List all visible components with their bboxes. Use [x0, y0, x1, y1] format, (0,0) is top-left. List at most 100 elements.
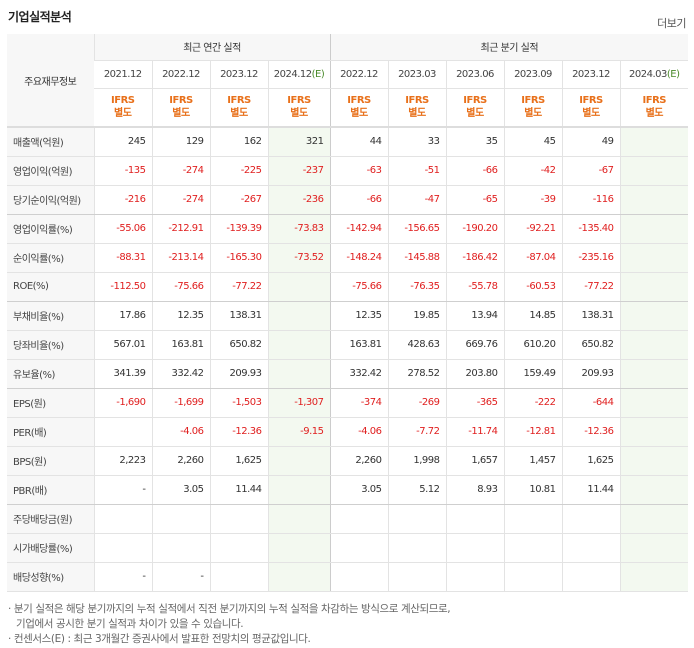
table-cell	[151, 533, 210, 563]
table-cell: -156.65	[387, 214, 446, 244]
table-cell: -75.66	[329, 272, 388, 302]
table-cell: 669.76	[445, 330, 504, 360]
period-label: 2023.06	[456, 68, 494, 80]
table-row: 영업이익(억원) -135 -274 -225 -237 -63 -51 -66 -42 -67	[7, 156, 689, 186]
table-row: BPS(원) 2,223 2,260 1,625 2,260 1,998 1,657 1,45…	[7, 446, 689, 476]
table-cell: -145.88	[387, 243, 446, 273]
table-cell	[209, 533, 268, 563]
row-label: 배당성향(%)	[7, 562, 94, 592]
table-cell	[619, 214, 689, 244]
table-cell: -112.50	[93, 272, 152, 302]
table-cell	[329, 504, 388, 534]
estimate-mark: (E)	[666, 68, 680, 80]
table-cell: 650.82	[561, 330, 620, 360]
table-cell: 1,457	[503, 446, 562, 476]
table-cell: 650.82	[209, 330, 268, 360]
ifrs-label: IFRS	[642, 95, 667, 107]
ifrs-header: IFRS 별도	[561, 88, 620, 128]
table-cell: -216	[93, 185, 152, 215]
table-cell: -75.66	[151, 272, 210, 302]
table-cell	[209, 504, 268, 534]
table-cell: -139.39	[209, 214, 268, 244]
table-cell: -76.35	[387, 272, 446, 302]
ifrs-header: IFRS 별도	[445, 88, 504, 128]
table-cell	[619, 156, 689, 186]
table-cell: 11.44	[561, 475, 620, 505]
period-label: 2023.12	[220, 68, 258, 80]
table-cell	[445, 562, 504, 592]
row-label: BPS(원)	[7, 446, 94, 476]
row-label: 유보율(%)	[7, 359, 94, 389]
ifrs-header: IFRS 별도	[387, 88, 446, 128]
row-label: 당기순이익(억원)	[7, 185, 94, 215]
separate-label: 별도	[350, 108, 368, 120]
separate-label: 별도	[582, 108, 600, 120]
table-cell	[445, 533, 504, 563]
table-cell	[619, 417, 689, 447]
table-cell: 332.42	[329, 359, 388, 389]
table-cell	[503, 562, 562, 592]
table-cell: 12.35	[329, 301, 388, 331]
table-cell	[387, 562, 446, 592]
table-cell: -225	[209, 156, 268, 186]
separate-label: 별도	[290, 108, 308, 120]
table-row: 매출액(억원) 245 129 162 321 44 33 35 45 49	[7, 127, 689, 157]
table-cell: 49	[561, 127, 620, 157]
separate-label: 별도	[230, 108, 248, 120]
table-cell: -	[151, 562, 210, 592]
footnote-quarter: · 분기 실적은 해당 분기까지의 누적 실적에서 직전 분기까지의 누적 실적…	[8, 603, 451, 615]
period-header: 2023.09	[503, 60, 562, 89]
table-cell	[387, 533, 446, 563]
table-cell: -212.91	[151, 214, 210, 244]
table-cell: 12.35	[151, 301, 210, 331]
table-cell: 428.63	[387, 330, 446, 360]
table-cell	[561, 533, 620, 563]
table-cell: -60.53	[503, 272, 562, 302]
table-cell: 245	[93, 127, 152, 157]
table-cell: -365	[445, 388, 504, 418]
row-label: 부채비율(%)	[7, 301, 94, 331]
table-cell	[445, 504, 504, 534]
row-label: PER(배)	[7, 417, 94, 447]
table-row: 부채비율(%) 17.86 12.35 138.31 12.35 19.85 13.94 14…	[7, 301, 689, 331]
table-cell: 159.49	[503, 359, 562, 389]
table-cell: -222	[503, 388, 562, 418]
table-cell	[267, 446, 330, 476]
table-row: 주당배당금(원)	[7, 504, 689, 534]
table-cell	[151, 504, 210, 534]
table-row: 유보율(%) 341.39 332.42 209.93 332.42 278.52 203.…	[7, 359, 689, 389]
table-cell: -190.20	[445, 214, 504, 244]
table-cell: 278.52	[387, 359, 446, 389]
row-label: 주당배당금(원)	[7, 504, 94, 534]
table-cell: 44	[329, 127, 388, 157]
table-cell: 209.93	[561, 359, 620, 389]
table-cell: 138.31	[209, 301, 268, 331]
ifrs-header: IFRS 별도	[503, 88, 562, 128]
table-cell: -66	[329, 185, 388, 215]
more-link[interactable]: 더보기	[657, 17, 686, 30]
row-label: 매출액(억원)	[7, 127, 94, 157]
table-cell: -135.40	[561, 214, 620, 244]
separate-label: 별도	[645, 108, 664, 120]
period-label: 2022.12	[162, 68, 200, 80]
table-cell	[93, 504, 152, 534]
table-cell: 567.01	[93, 330, 152, 360]
table-cell: -55.78	[445, 272, 504, 302]
table-cell	[267, 301, 330, 331]
table-cell: 19.85	[387, 301, 446, 331]
table-cell	[619, 185, 689, 215]
ifrs-header: IFRS 별도	[329, 88, 388, 128]
table-cell	[267, 272, 330, 302]
ifrs-label: IFRS	[463, 95, 487, 107]
table-cell	[267, 475, 330, 505]
table-cell: 35	[445, 127, 504, 157]
table-cell: -12.36	[209, 417, 268, 447]
table-cell: -55.06	[93, 214, 152, 244]
period-label: 2021.12	[103, 68, 142, 80]
ifrs-label: IFRS	[347, 95, 371, 107]
table-cell: 2,260	[151, 446, 210, 476]
table-cell: 138.31	[561, 301, 620, 331]
table-row: 순이익률(%) -88.31 -213.14 -165.30 -73.52 -148.24…	[7, 243, 689, 273]
table-cell: -47	[387, 185, 446, 215]
table-cell: -63	[329, 156, 388, 186]
